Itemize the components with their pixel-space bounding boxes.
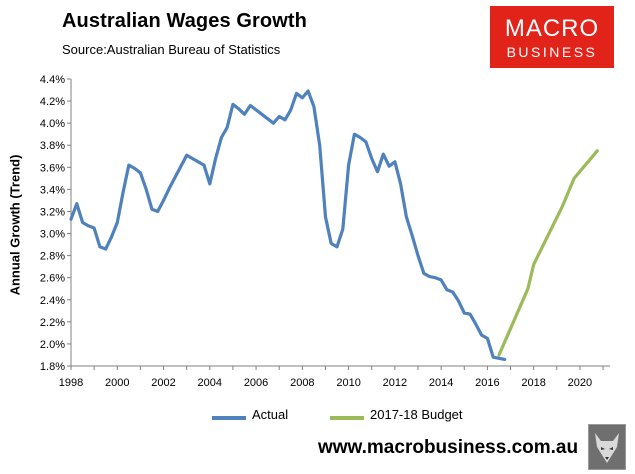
y-tick-label: 3.2%	[40, 206, 65, 218]
legend-label-budget: 2017-18 Budget	[370, 407, 463, 422]
x-tick-label: 2018	[521, 377, 545, 389]
x-tick-label: 2014	[429, 377, 453, 389]
x-tick-label: 2008	[290, 377, 314, 389]
y-tick-label: 4.2%	[40, 96, 65, 108]
legend-swatch-budget	[330, 416, 364, 420]
chart-source: Source:Australian Bureau of Statistics	[62, 42, 281, 57]
x-tick-label: 1998	[59, 377, 83, 389]
y-tick-label: 2.8%	[40, 251, 65, 263]
legend-label-actual: Actual	[252, 407, 289, 422]
y-tick-label: 4.4%	[40, 74, 65, 86]
x-tick-label: 2000	[105, 377, 129, 389]
x-tick-label: 2004	[198, 377, 222, 389]
logo-text-top: MACRO	[504, 15, 600, 42]
y-tick-label: 2.4%	[40, 295, 65, 307]
y-tick-label: 2.0%	[40, 339, 65, 351]
y-tick-label: 1.8%	[40, 361, 65, 373]
x-tick-label: 2002	[151, 377, 175, 389]
x-tick-label: 2010	[336, 377, 360, 389]
y-tick-label: 4.0%	[40, 118, 65, 130]
x-tick-label: 2016	[475, 377, 499, 389]
footer-url: www.macrobusiness.com.au	[318, 437, 579, 458]
x-tick-label: 2012	[383, 377, 407, 389]
logo-text-bottom: BUSINESS	[506, 44, 598, 60]
series-line-actual	[69, 89, 507, 361]
x-tick-label: 2006	[244, 377, 268, 389]
y-tick-label: 3.0%	[40, 229, 65, 241]
y-tick-label: 3.4%	[40, 184, 65, 196]
series-line-budget	[497, 149, 599, 357]
x-tick-label: 2020	[568, 377, 592, 389]
y-tick-label: 2.6%	[40, 273, 65, 285]
legend-swatch-actual	[212, 416, 246, 420]
wolf-logo-icon	[588, 424, 626, 470]
y-tick-label: 3.8%	[40, 140, 65, 152]
y-tick-label: 3.6%	[40, 162, 65, 174]
page-title: Australian Wages Growth	[62, 10, 307, 32]
brand-logo: MACRO BUSINESS	[490, 6, 614, 68]
y-tick-label: 2.2%	[40, 317, 65, 329]
